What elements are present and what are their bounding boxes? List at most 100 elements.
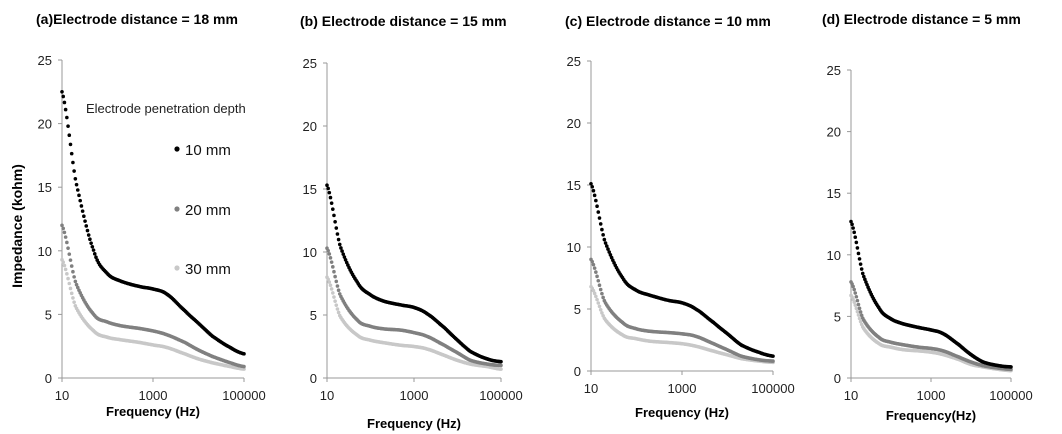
data-point xyxy=(328,195,333,200)
x-tick-label: 10 xyxy=(584,381,598,396)
data-point xyxy=(590,184,595,189)
y-axis-label: Impedance (kohm) xyxy=(9,164,25,288)
data-point xyxy=(67,252,72,256)
data-point xyxy=(592,291,597,296)
data-point xyxy=(62,230,67,235)
y-tick-label: 15 xyxy=(303,182,317,197)
data-point xyxy=(857,257,862,261)
data-point xyxy=(342,255,347,259)
data-point xyxy=(850,222,854,227)
data-point xyxy=(597,216,602,220)
series-10mm xyxy=(60,90,246,356)
data-point xyxy=(602,237,607,242)
x-axis-label: Frequency (Hz) xyxy=(635,405,729,420)
x-axis-label: Frequency (Hz) xyxy=(367,416,461,431)
x-axis-label: Frequency (Hz) xyxy=(106,404,200,419)
data-point xyxy=(90,244,95,249)
y-tick-label: 0 xyxy=(574,364,581,379)
data-point xyxy=(67,133,72,137)
panel-d: (d) Electrode distance = 5 mm 0 5 10 15 20 25 1… xyxy=(822,11,1033,423)
x-tick-label: 1000 xyxy=(139,388,168,403)
data-point xyxy=(336,310,341,315)
data-point xyxy=(61,260,66,265)
data-point xyxy=(332,295,336,299)
data-point xyxy=(857,306,862,311)
data-point xyxy=(94,255,98,260)
data-point xyxy=(592,266,597,270)
x-tick-label: 100000 xyxy=(222,388,265,403)
x-tick-label: 10 xyxy=(320,388,334,403)
data-point xyxy=(331,265,335,269)
x-axis-label: Frequency(Hz) xyxy=(886,408,976,423)
data-point xyxy=(589,181,593,186)
data-point xyxy=(88,237,92,242)
data-point xyxy=(65,240,69,245)
data-point xyxy=(71,296,75,300)
y-tick-label: 10 xyxy=(38,244,52,259)
legend-label-20mm: 20 mm xyxy=(185,202,231,219)
panel-title: (b) Electrode distance = 15 mm xyxy=(300,13,507,29)
data-point xyxy=(858,319,863,324)
series-30mm xyxy=(60,257,246,371)
data-point xyxy=(855,309,860,314)
data-point xyxy=(72,300,76,304)
data-point xyxy=(852,287,856,292)
series-30mm xyxy=(325,275,503,371)
data-point xyxy=(91,248,96,252)
y-tick-label: 5 xyxy=(45,307,52,322)
data-point xyxy=(68,258,73,262)
data-point xyxy=(333,274,337,279)
data-point xyxy=(594,294,598,299)
data-point xyxy=(325,183,329,188)
data-point xyxy=(591,262,596,267)
y-tick-label: 20 xyxy=(38,117,52,132)
data-point xyxy=(69,264,74,268)
data-point xyxy=(336,237,341,242)
data-point xyxy=(594,270,598,274)
data-point xyxy=(590,259,595,264)
data-point xyxy=(242,367,246,371)
data-point xyxy=(61,94,66,99)
data-point xyxy=(337,242,342,247)
data-point xyxy=(60,223,64,228)
data-point xyxy=(499,363,503,368)
data-point xyxy=(327,280,332,284)
data-point xyxy=(332,269,336,274)
data-point xyxy=(598,222,603,226)
data-point xyxy=(66,124,70,128)
data-point xyxy=(499,359,503,364)
data-point xyxy=(92,252,97,256)
data-point xyxy=(72,275,76,279)
data-point xyxy=(73,279,78,284)
y-tick-label: 10 xyxy=(567,240,581,255)
legend-marker-10mm xyxy=(174,146,180,152)
data-point xyxy=(851,284,855,289)
data-point xyxy=(242,364,246,369)
x-tick-label: 1000 xyxy=(400,388,429,403)
y-tick-label: 25 xyxy=(38,53,52,68)
data-point xyxy=(856,251,861,256)
series-10mm xyxy=(849,219,1013,369)
data-point xyxy=(74,182,79,187)
data-point xyxy=(83,219,87,223)
data-point xyxy=(607,250,611,254)
series-30mm xyxy=(589,284,775,365)
x-tick-label: 1000 xyxy=(917,388,946,403)
y-tick-label: 15 xyxy=(38,180,52,195)
data-point xyxy=(335,232,340,236)
legend-label-10mm: 10 mm xyxy=(185,142,231,159)
data-point xyxy=(595,274,599,279)
data-point xyxy=(72,169,76,173)
data-point xyxy=(596,210,601,214)
panel-b: (b) Electrode distance = 15 mm 0 5 10 15 20 25… xyxy=(300,13,523,431)
data-point xyxy=(852,300,856,304)
data-point xyxy=(326,277,330,282)
data-point xyxy=(600,227,604,232)
data-point xyxy=(855,298,860,303)
data-point xyxy=(854,240,859,245)
data-point xyxy=(339,246,343,250)
data-point xyxy=(65,272,69,276)
data-point xyxy=(601,295,605,300)
y-tick-label: 20 xyxy=(827,125,841,140)
